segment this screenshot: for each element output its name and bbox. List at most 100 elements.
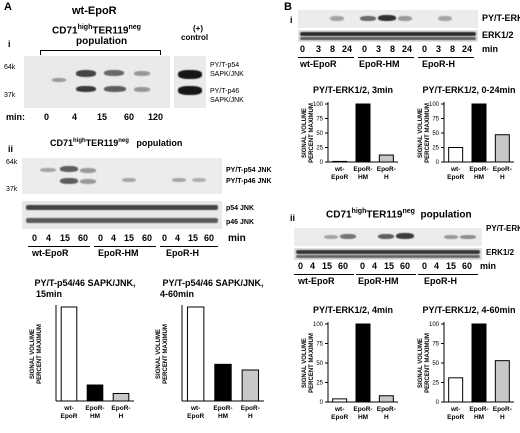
chart-bar (60, 306, 78, 402)
panel-b-ii-min-label: min (480, 261, 497, 271)
chart-bar (448, 147, 464, 163)
panel-a-i-time: 120 (148, 112, 164, 122)
chart-bar (471, 323, 487, 403)
panel-a-ii-total-blot (22, 201, 222, 229)
panel-a-i-label: i (8, 39, 11, 49)
panel-a-i-blot (24, 56, 170, 108)
panel-b-ii-time: 60 (338, 261, 349, 271)
panel-a-ii-group: EpoR-H (166, 248, 199, 258)
panel-a-ii-band-p46: PY/T-p46 JNK (226, 178, 272, 185)
panel-a-ii-band-p54: PY/T-p54 JNK (226, 167, 272, 174)
panel-b-ii-group: EpoR-HM (358, 276, 399, 286)
chart-x-tick-label: EpoR- (353, 166, 372, 173)
panel-b-i-time: 24 (462, 44, 473, 54)
panel-a-ii-time: 4 (175, 233, 181, 243)
chart-y-tick-label: 50 (432, 131, 439, 137)
panel-b-i-band-total: ERK1/2 (482, 30, 514, 40)
panel-b-letter: B (284, 1, 292, 13)
chart-y-tick-label: 75 (316, 342, 323, 348)
chart-x-tick-label: HM (474, 414, 484, 421)
chart-x-tick-label: EpoR (61, 413, 78, 420)
panel-a-i-control-1: (+) (193, 24, 203, 33)
chart-ylabel: SIGNAL VOLUME (418, 108, 424, 158)
panel-b-i-band-py: PY/T-ERK1/2 (482, 13, 520, 23)
panel-a-ii-time: 60 (142, 233, 153, 243)
panel-a-ii-mw37: 37k (6, 186, 18, 193)
chart-x-tick-label: EpoR- (213, 405, 232, 412)
chart-x-tick-label: EpoR- (469, 166, 488, 173)
panel-b-ii-band-py: PY/T-ERK1/2 (486, 224, 520, 233)
chart-title: PY/T-p54/46 SAPK/JNK, (34, 278, 135, 288)
panel-a-ii-group-line (28, 246, 90, 247)
panel-a-ii-label: ii (8, 144, 14, 154)
chart-ylabel: SIGNAL VOLUME (418, 338, 424, 388)
chart-bar (378, 154, 394, 163)
panel-b-i-time: 3 (376, 44, 382, 54)
chart-b-i-left: PY/T-ERK1/2, 3min SIGNAL VOLUME PERCENT MA… (290, 84, 404, 188)
panel-a-ii-time: 0 (98, 233, 104, 243)
panel-a-ii-time: 15 (124, 233, 135, 243)
panel-b-ii-group-line (356, 274, 416, 275)
chart-x-tick-label: wt- (63, 405, 73, 412)
panel-b-i-time: 0 (300, 44, 306, 54)
chart-x-tick-label: wt- (334, 166, 344, 173)
panel-a-i-control-2: control (181, 33, 209, 42)
chart-x-tick-label: HM (358, 414, 368, 421)
panel-b-ii-group: wt-EpoR (298, 276, 335, 286)
chart-x-tick-label: EpoR (447, 414, 464, 421)
panel-a-ii-mw64: 64k (6, 159, 18, 166)
chart-ylabel: PERCENT MAXIMUM (309, 103, 315, 163)
panel-b-i-group: wt-EpoR (300, 59, 337, 69)
panel-a-i-min-label: min: (6, 112, 25, 122)
chart-y-tick-label: 50 (316, 131, 323, 137)
chart-x-tick-label: EpoR (331, 174, 348, 181)
panel-a-ii-time: 15 (60, 233, 71, 243)
panel-a-ii-group-line (94, 246, 156, 247)
chart-bar (378, 395, 394, 403)
chart-y-tick-label: 100 (313, 102, 324, 108)
panel-b-ii-time: 60 (462, 261, 473, 271)
panel-a-ii-time: 0 (162, 233, 168, 243)
panel-b-ii-total-blot (294, 248, 482, 260)
panel-b-ii-time: 4 (372, 261, 378, 271)
panel-a-ii-time: 15 (188, 233, 199, 243)
panel-b-ii-time: 15 (384, 261, 395, 271)
chart-subtitle: 15min (36, 289, 62, 299)
panel-a-ii-band-tp54: p54 JNK (226, 205, 255, 212)
panel-b-ii-band-total: ERK1/2 (486, 248, 515, 257)
chart-bar (241, 369, 260, 402)
panel-b-ii-time: 4 (310, 261, 316, 271)
chart-x-tick-label: HM (218, 413, 228, 420)
chart-bar (86, 384, 104, 402)
panel-b-i-time: 0 (422, 44, 428, 54)
panel-a-ii-band-tp46: p46 JNK (226, 219, 255, 226)
panel-a-i-population-word: population (76, 36, 128, 47)
chart-b-ii-left: PY/T-ERK1/2, 4min SIGNAL VOLUME PERCENT MA… (290, 304, 404, 428)
chart-y-tick-label: 100 (429, 102, 440, 108)
panel-b-ii-time: 0 (360, 261, 366, 271)
chart-ylabel: PERCENT MAXIMUM (309, 333, 315, 393)
chart-ylabel: PERCENT MAXIMUM (163, 324, 169, 384)
panel-b-ii-population: CD71highTER119neg population (326, 208, 472, 221)
panel-b-ii-phospho-blot (294, 228, 482, 246)
chart-x-tick-label: H (384, 174, 389, 181)
chart-title: PY/T-ERK1/2, 4-60min (422, 305, 515, 315)
panel-b-ii-label: ii (290, 213, 296, 223)
panel-a-i-time: 15 (97, 112, 108, 122)
chart-svg: PY/T-ERK1/2, 4min SIGNAL VOLUME PERCENT MA… (302, 305, 398, 421)
panel-b-ii-time: 0 (422, 261, 428, 271)
panel-b-ii-time: 0 (298, 261, 304, 271)
chart-bar (494, 360, 510, 403)
chart-y-tick-label: 75 (432, 342, 439, 348)
chart-x-tick-label: EpoR (447, 174, 464, 181)
panel-a-i-bracket (40, 50, 160, 51)
chart-b-i-right: PY/T-ERK1/2, 0-24min SIGNAL VOLUME PERCENT… (406, 84, 520, 188)
panel-b-i-group: EpoR-HM (359, 59, 400, 69)
chart-x-tick-label: H (119, 413, 124, 420)
panel-b-i-time: 8 (450, 44, 456, 54)
chart-bar (355, 103, 371, 163)
panel-a-i-band-p46: PY/T-p46 (210, 88, 240, 95)
chart-x-tick-label: HM (474, 174, 484, 181)
panel-a-i-bracket-right (160, 50, 161, 55)
chart-x-tick-label: EpoR (331, 414, 348, 421)
